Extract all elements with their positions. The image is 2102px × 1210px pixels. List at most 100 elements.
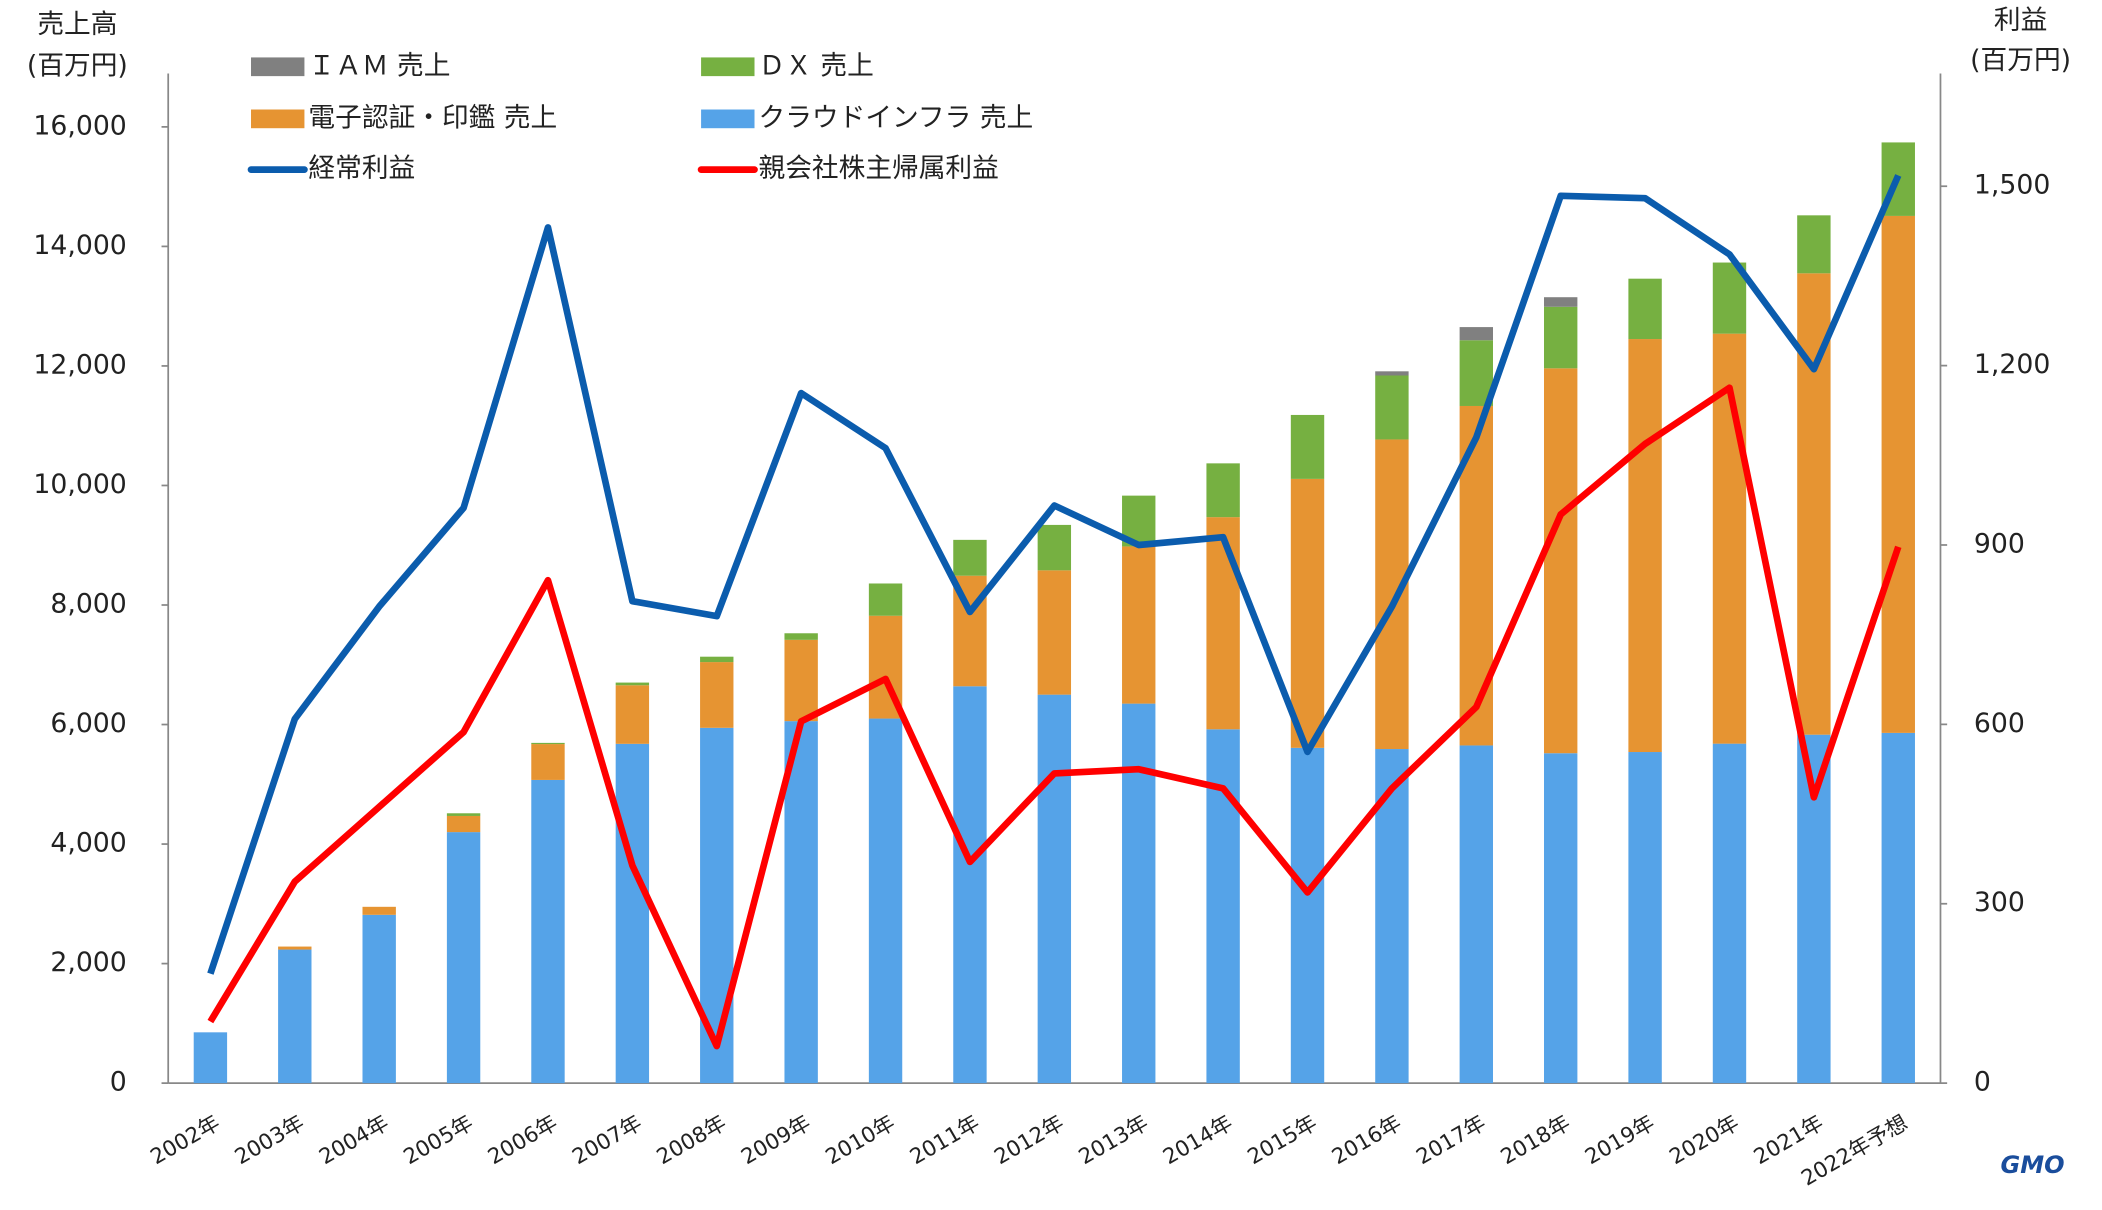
legend-label: ＩＡＭ 売上: [308, 50, 450, 81]
legend-swatch: [701, 57, 755, 77]
legend-swatch: [251, 57, 305, 77]
bar-segment: [1037, 694, 1072, 1084]
x-tick-label: 2015年: [1243, 1111, 1321, 1171]
line: [207, 384, 1902, 1050]
y-tick-label: 4,000: [50, 828, 126, 859]
bar-segment: [362, 914, 396, 1084]
y-tick-label: 10,000: [33, 469, 126, 500]
x-tick-label: 2008年: [653, 1111, 731, 1171]
x-tick-label: 2009年: [737, 1111, 815, 1171]
bar-segment: [1459, 745, 1494, 1084]
x-tick-label: 2019年: [1581, 1111, 1659, 1171]
x-tick-label: 2004年: [315, 1111, 393, 1171]
bar-segment: [1037, 570, 1072, 695]
bar-segment: [1544, 368, 1578, 754]
y2-axis-label: (百万円): [1970, 45, 2071, 76]
bar-segment: [1459, 340, 1494, 406]
bar-segment: [446, 832, 481, 1084]
bar-segment: [1881, 732, 1915, 1084]
y-tick-label: 14,000: [33, 230, 126, 261]
bar-segment: [1628, 278, 1662, 340]
line: [207, 174, 1902, 975]
bar-segment: [1206, 517, 1240, 730]
x-tick-label: 2013年: [1075, 1111, 1153, 1171]
legend-label: 経常利益: [308, 153, 415, 184]
legend-swatch: [251, 109, 305, 129]
bar-segment: [700, 727, 734, 1084]
bar-segment: [1375, 439, 1409, 750]
legend-label: 電子認証・印鑑 売上: [308, 102, 557, 133]
legend-swatch: [701, 109, 755, 129]
y-tick-label: 0: [110, 1067, 127, 1098]
x-tick-label: 2007年: [568, 1111, 646, 1171]
bar-segment: [446, 815, 481, 833]
bar-segment: [1459, 327, 1494, 341]
y-tick-label: 2,000: [50, 947, 126, 978]
logo: GMO: [2001, 1151, 2065, 1179]
bar-segment: [1206, 463, 1240, 518]
bar-segment: [615, 682, 650, 686]
y2-axis-label: 利益: [1994, 5, 2047, 36]
x-tick-label: 2006年: [484, 1111, 562, 1171]
bar-segment: [1628, 339, 1662, 753]
x-tick-label: 2010年: [821, 1111, 899, 1171]
legend-label: 親会社株主帰属利益: [759, 153, 999, 184]
y2-tick-label: 300: [1974, 887, 2025, 918]
bar-segment: [193, 1032, 228, 1084]
y-tick-label: 6,000: [50, 708, 126, 739]
bar-segment: [1375, 371, 1409, 376]
bar-segment: [868, 718, 903, 1084]
bar-segment: [1375, 375, 1409, 440]
y2-tick-label: 1,200: [1974, 349, 2050, 380]
bar-segment: [1290, 414, 1325, 479]
bar-segment: [1881, 215, 1915, 733]
bar-segment: [446, 813, 481, 816]
y2-tick-label: 0: [1974, 1067, 1991, 1098]
y-tick-label: 12,000: [33, 349, 126, 380]
bar-segment: [1712, 743, 1747, 1084]
bar-segment: [362, 906, 396, 915]
x-tick-label: 2005年: [400, 1111, 478, 1171]
bar-segment: [278, 949, 312, 1084]
bar-segment: [1544, 297, 1578, 307]
y-axis-label: 売上高: [37, 9, 117, 40]
legend-label: クラウドインフラ 売上: [759, 102, 1034, 133]
bar-segment: [1037, 524, 1072, 571]
bar-segment: [784, 633, 818, 640]
bar-segment: [953, 686, 987, 1084]
bar-segment: [1544, 306, 1578, 369]
x-tick-label: 2012年: [990, 1111, 1068, 1171]
bar-segment: [784, 721, 818, 1084]
y-tick-label: 16,000: [33, 110, 126, 141]
bar-segment: [615, 743, 650, 1084]
y2-tick-label: 600: [1974, 708, 2025, 739]
x-tick-label: 2002年: [146, 1111, 224, 1171]
bar-segment: [531, 742, 565, 745]
bar-segment: [278, 946, 312, 950]
y2-tick-label: 900: [1974, 528, 2025, 559]
x-tick-label: 2011年: [906, 1111, 984, 1171]
x-tick-label: 2018年: [1497, 1111, 1575, 1171]
bar-segment: [953, 539, 987, 576]
y-tick-label: 8,000: [50, 588, 126, 619]
y2-tick-label: 1,500: [1974, 170, 2050, 201]
y-axis-label: (百万円): [27, 50, 128, 81]
x-tick-label: 2016年: [1328, 1111, 1406, 1171]
bar-segment: [1628, 752, 1662, 1084]
bar-segment: [784, 639, 818, 722]
bar-segment: [1290, 478, 1325, 748]
bar-segment: [700, 656, 734, 663]
bar-segment: [615, 685, 650, 744]
bar-segment: [1290, 747, 1325, 1084]
bar-segment: [531, 779, 565, 1084]
x-tick-label: 2017年: [1412, 1111, 1490, 1171]
bar-segment: [1122, 703, 1156, 1084]
x-tick-label: 2020年: [1665, 1111, 1743, 1171]
legend-label: ＤＸ 売上: [759, 50, 874, 81]
x-tick-label: 2014年: [1159, 1111, 1237, 1171]
x-tick-label: 2003年: [231, 1111, 309, 1171]
bar-segment: [868, 583, 903, 616]
bar-segment: [1797, 215, 1831, 274]
